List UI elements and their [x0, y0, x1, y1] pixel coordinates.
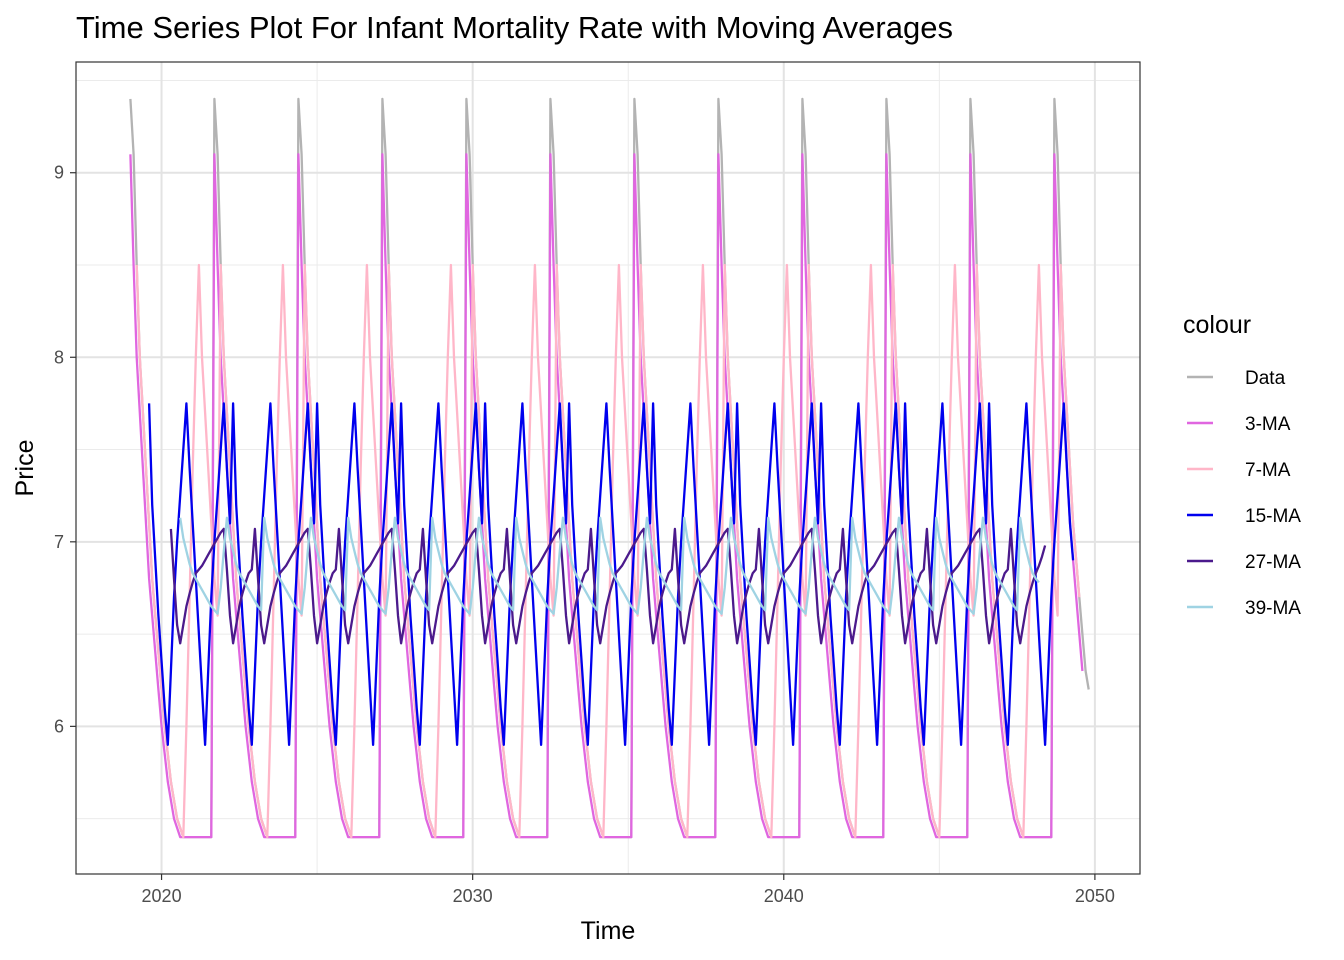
x-tick-label: 2040	[764, 886, 804, 906]
y-tick-label: 8	[54, 347, 64, 367]
series-line	[147, 402, 1075, 746]
legend-label: Data	[1245, 368, 1286, 389]
legend-label: 39-MA	[1245, 598, 1301, 619]
plot-panel	[76, 62, 1140, 874]
series-lines	[129, 97, 1090, 839]
x-tick-label: 2020	[142, 886, 182, 906]
legend-title: colour	[1183, 311, 1251, 339]
series-line	[129, 153, 1084, 839]
legend: colour Data 3-MA 7-MA 15-MA 27-MA 39-MA	[1183, 311, 1301, 619]
series-line	[135, 263, 1081, 839]
y-axis-title: Price	[11, 440, 39, 497]
y-tick-label: 9	[54, 163, 64, 183]
x-axis-title: Time	[581, 917, 636, 945]
chart-title: Time Series Plot For Infant Mortality Ra…	[76, 10, 953, 45]
x-tick-label: 2030	[453, 886, 493, 906]
legend-label: 3-MA	[1245, 414, 1291, 435]
legend-label: 7-MA	[1245, 460, 1291, 481]
legend-label: 27-MA	[1245, 552, 1301, 573]
x-tick-label: 2050	[1075, 886, 1115, 906]
y-tick-label: 7	[54, 532, 64, 552]
plot-border	[75, 61, 1141, 875]
legend-label: 15-MA	[1245, 506, 1301, 527]
axis-ticks: 2020 2030 2040 2050 6 7 8 9	[54, 163, 1115, 906]
series-line	[169, 527, 1047, 645]
y-tick-label: 6	[54, 716, 64, 736]
series-line	[179, 516, 1040, 615]
grid-lines	[76, 62, 1140, 874]
